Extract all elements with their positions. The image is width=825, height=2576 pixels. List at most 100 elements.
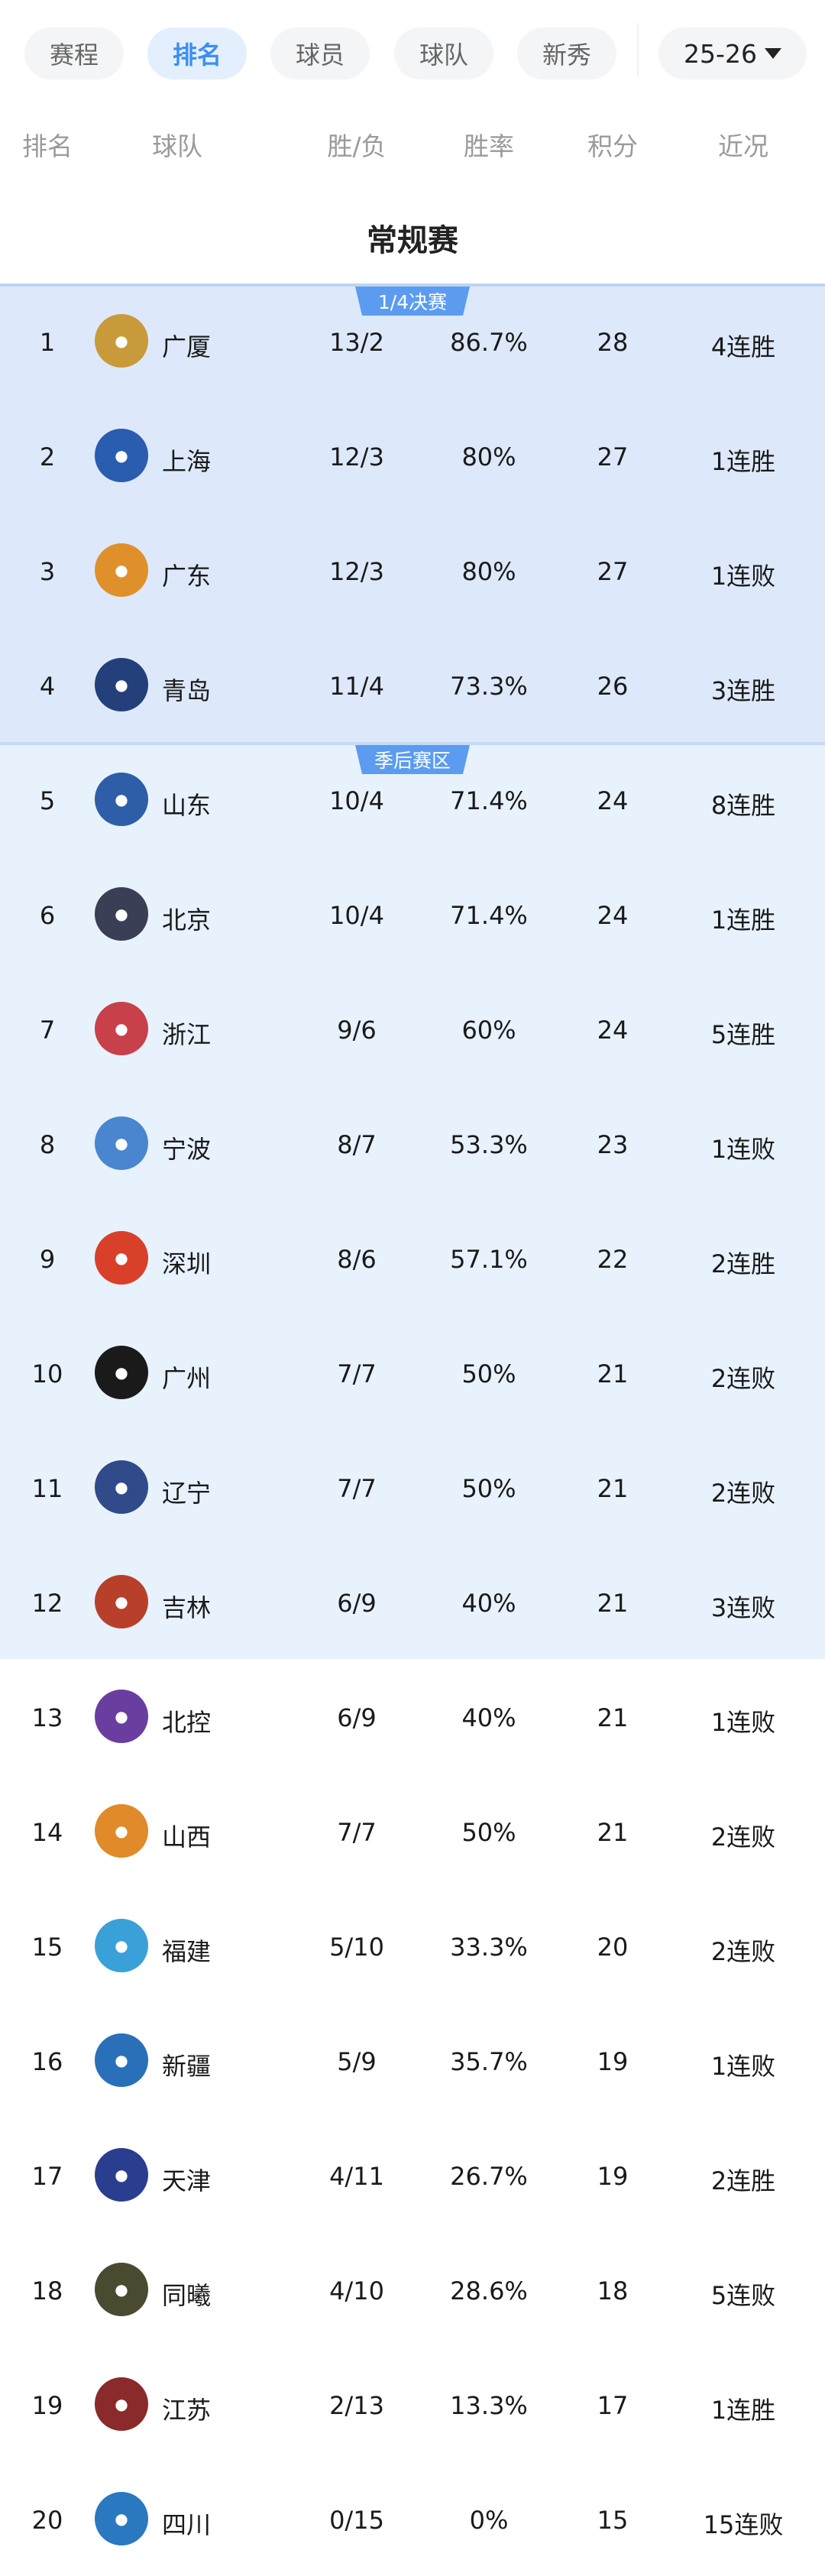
- team-name[interactable]: 辽宁: [162, 1479, 212, 1508]
- rank-cell: 15: [31, 1933, 63, 1962]
- team-logo-icon: ●: [95, 1231, 148, 1285]
- rank-cell: 9: [39, 1245, 56, 1274]
- table-row[interactable]: 7 9/6 60% 24 5连胜 ● 浙江: [0, 971, 825, 1086]
- pct-cell: 40%: [461, 1703, 516, 1732]
- team-logo-icon: ●: [95, 887, 148, 941]
- points-cell: 15: [597, 2506, 629, 2535]
- table-row[interactable]: 13 6/9 40% 21 1连败 ● 北控: [0, 1659, 825, 1774]
- team-logo-icon: ●: [95, 1002, 148, 1055]
- streak-cell: 5连胜: [710, 1020, 776, 1049]
- pct-cell: 73.3%: [450, 672, 528, 701]
- team-name[interactable]: 四川: [162, 2510, 212, 2539]
- team-name[interactable]: 北控: [162, 1708, 212, 1737]
- team-name[interactable]: 广厦: [162, 332, 212, 361]
- table-row[interactable]: 9 8/6 57.1% 22 2连胜 ● 深圳: [0, 1201, 825, 1315]
- rank-cell: 8: [39, 1130, 56, 1159]
- table-row[interactable]: 4 11/4 73.3% 26 3连胜 ● 青岛: [0, 627, 825, 742]
- pct-cell: 0%: [469, 2506, 509, 2535]
- tab-players[interactable]: 球员: [270, 28, 370, 79]
- points-cell: 20: [597, 1933, 629, 1962]
- rank-cell: 5: [39, 786, 56, 815]
- team-name[interactable]: 吉林: [162, 1593, 212, 1622]
- wl-cell: 5/9: [337, 2047, 377, 2076]
- points-cell: 21: [597, 1818, 629, 1847]
- wl-cell: 9/6: [337, 1016, 377, 1045]
- team-name[interactable]: 宁波: [162, 1135, 212, 1164]
- table-row[interactable]: 2 12/3 80% 27 1连胜 ● 上海: [0, 398, 825, 513]
- table-row[interactable]: 3 12/3 80% 27 1连败 ● 广东: [0, 513, 825, 627]
- team-logo-icon: ●: [95, 1690, 148, 1743]
- table-row[interactable]: 20 0/15 0% 15 15连败 ● 四川: [0, 2461, 825, 2576]
- tab-rookies[interactable]: 新秀: [517, 28, 616, 79]
- team-name[interactable]: 山西: [162, 1823, 212, 1852]
- section-title: 常规赛: [367, 223, 458, 258]
- wl-cell: 0/15: [329, 2506, 384, 2535]
- tab-teams[interactable]: 球队: [394, 28, 493, 79]
- pct-cell: 28.6%: [450, 2276, 528, 2305]
- streak-cell: 2连胜: [710, 1249, 776, 1278]
- team-name[interactable]: 北京: [162, 906, 212, 935]
- points-cell: 21: [597, 1359, 629, 1388]
- table-row[interactable]: 6 10/4 71.4% 24 1连胜 ● 北京: [0, 857, 825, 971]
- team-name[interactable]: 山东: [162, 791, 212, 820]
- table-row[interactable]: 1 13/2 86.7% 28 4连胜 ● 广厦: [0, 284, 825, 398]
- wl-cell: 7/7: [337, 1818, 377, 1847]
- streak-cell: 2连胜: [710, 2166, 776, 2195]
- rank-cell: 3: [39, 557, 56, 586]
- rank-cell: 20: [31, 2506, 63, 2535]
- table-row[interactable]: 18 4/10 28.6% 18 5连败 ● 同曦: [0, 2232, 825, 2347]
- table-row[interactable]: 14 7/7 50% 21 2连败 ● 山西: [0, 1774, 825, 1888]
- team-name[interactable]: 新疆: [162, 2052, 212, 2081]
- streak-cell: 5连败: [710, 2281, 776, 2310]
- team-name[interactable]: 青岛: [162, 676, 212, 705]
- streak-cell: 8连胜: [710, 791, 776, 820]
- pct-cell: 71.4%: [450, 786, 528, 815]
- team-name[interactable]: 浙江: [162, 1020, 212, 1049]
- table-row[interactable]: 11 7/7 50% 21 2连败 ● 辽宁: [0, 1430, 825, 1544]
- streak-cell: 1连败: [710, 562, 776, 591]
- team-logo-icon: ●: [95, 429, 148, 482]
- team-name[interactable]: 上海: [162, 447, 212, 476]
- table-row[interactable]: 8 8/7 53.3% 23 1连败 ● 宁波: [0, 1086, 825, 1201]
- points-cell: 22: [597, 1245, 629, 1274]
- team-name[interactable]: 深圳: [162, 1249, 212, 1278]
- rank-cell: 17: [31, 2162, 63, 2191]
- team-logo-icon: ●: [95, 543, 148, 597]
- wl-cell: 7/7: [337, 1359, 377, 1388]
- header-points: 积分: [587, 131, 638, 161]
- table-header: 排名 球队 胜/负 胜率 积分 近况: [0, 126, 825, 164]
- wl-cell: 6/9: [337, 1703, 377, 1732]
- table-row[interactable]: 10 7/7 50% 21 2连败 ● 广州: [0, 1315, 825, 1430]
- streak-cell: 1连败: [710, 1135, 776, 1164]
- rank-cell: 16: [31, 2047, 63, 2076]
- rank-cell: 13: [31, 1703, 63, 1732]
- pct-cell: 40%: [461, 1589, 516, 1618]
- table-row[interactable]: 5 10/4 71.4% 24 8连胜 ● 山东: [0, 742, 825, 857]
- pct-cell: 60%: [461, 1016, 516, 1045]
- table-row[interactable]: 19 2/13 13.3% 17 1连胜 ● 江苏: [0, 2347, 825, 2461]
- team-name[interactable]: 广州: [162, 1364, 212, 1393]
- table-row[interactable]: 15 5/10 33.3% 20 2连败 ● 福建: [0, 1888, 825, 2003]
- team-name[interactable]: 同曦: [162, 2281, 212, 2310]
- team-name[interactable]: 福建: [162, 1937, 212, 1966]
- rank-cell: 1: [39, 328, 56, 357]
- pct-cell: 50%: [461, 1474, 516, 1503]
- team-name[interactable]: 江苏: [162, 2396, 212, 2425]
- team-name[interactable]: 广东: [162, 562, 212, 591]
- wl-cell: 8/7: [337, 1130, 377, 1159]
- rank-cell: 2: [39, 442, 56, 471]
- pct-cell: 50%: [461, 1359, 516, 1388]
- table-row[interactable]: 12 6/9 40% 21 3连败 ● 吉林: [0, 1544, 825, 1659]
- table-row[interactable]: 16 5/9 35.7% 19 1连败 ● 新疆: [0, 2003, 825, 2118]
- points-cell: 17: [597, 2391, 629, 2420]
- points-cell: 27: [597, 442, 629, 471]
- streak-cell: 1连胜: [710, 906, 776, 935]
- tab-schedule[interactable]: 赛程: [24, 28, 124, 79]
- pct-cell: 71.4%: [450, 901, 528, 930]
- tab-standings[interactable]: 排名: [147, 28, 247, 79]
- team-name[interactable]: 天津: [162, 2166, 212, 2195]
- season-selector[interactable]: 25-26: [658, 28, 807, 79]
- points-cell: 21: [597, 1474, 629, 1503]
- table-row[interactable]: 17 4/11 26.7% 19 2连胜 ● 天津: [0, 2118, 825, 2232]
- wl-cell: 13/2: [329, 328, 384, 357]
